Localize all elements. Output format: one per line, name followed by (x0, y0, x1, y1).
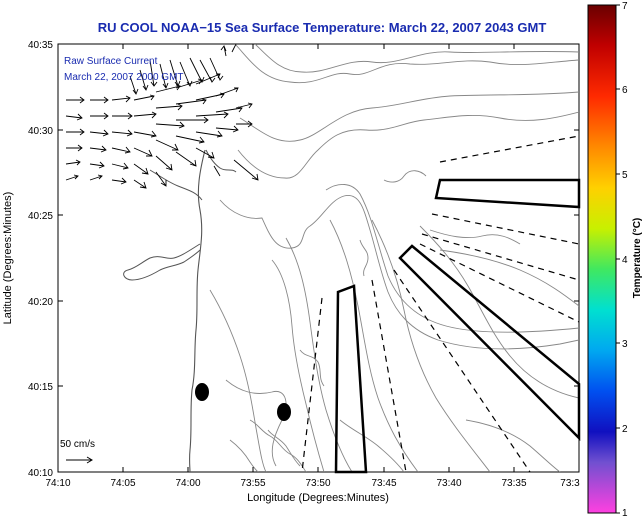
x-tick-label: 73:3 (560, 478, 580, 489)
colorbar (587, 4, 617, 514)
colorbar-ticks (616, 4, 620, 514)
y-tick-label: 40:25 (28, 211, 53, 222)
legend-date: March 22, 2007 2000 GMT (64, 72, 184, 83)
coastline (189, 149, 206, 472)
y-tick-label: 40:15 (28, 382, 53, 393)
x-tick-label: 73:45 (371, 478, 396, 489)
y-axis (58, 43, 579, 473)
x-tick-label: 73:50 (305, 478, 330, 489)
x-tick-label: 74:05 (110, 478, 135, 489)
x-tick-label: 74:00 (175, 478, 200, 489)
colorbar-tick-label: 1 (622, 508, 628, 518)
y-tick-label: 40:20 (28, 297, 53, 308)
marker-dot (195, 383, 209, 401)
current-vectors (65, 44, 259, 189)
x-tick-label: 73:55 (240, 478, 265, 489)
x-axis (57, 44, 515, 472)
y-axis-title: Latitude (Degrees:Minutes) (2, 192, 14, 325)
map-title: RU COOL NOAA−15 Sea Surface Temperature:… (97, 20, 547, 35)
scale-arrow (66, 456, 93, 464)
station-lines (301, 135, 581, 474)
legend-current: Raw Surface Current (64, 56, 158, 67)
x-tick-label: 74:10 (45, 478, 70, 489)
y-tick-label: 40:30 (28, 126, 53, 137)
colorbar-tick-label: 3 (622, 339, 628, 350)
colorbar-tick-label: 6 (622, 85, 628, 96)
colorbar-tick-label: 5 (622, 170, 628, 181)
bathymetry-contours (209, 44, 579, 472)
scale-label: 50 cm/s (60, 439, 95, 450)
marker-dot (277, 403, 291, 421)
bay-outline (123, 243, 201, 281)
plot-frame (57, 43, 580, 473)
y-tick-label: 40:10 (28, 468, 53, 479)
colorbar-tick-label: 2 (622, 424, 628, 435)
x-tick-label: 73:35 (501, 478, 526, 489)
colorbar-title: Temperature (°C) (632, 218, 643, 299)
x-axis-title: Longitude (Degrees:Minutes) (247, 492, 389, 504)
colorbar-tick-label: 4 (622, 255, 628, 266)
colorbar-tick-label: 7 (622, 1, 628, 12)
coastline-inlet (205, 149, 237, 173)
y-tick-label: 40:35 (28, 40, 53, 51)
x-tick-label: 73:40 (436, 478, 461, 489)
